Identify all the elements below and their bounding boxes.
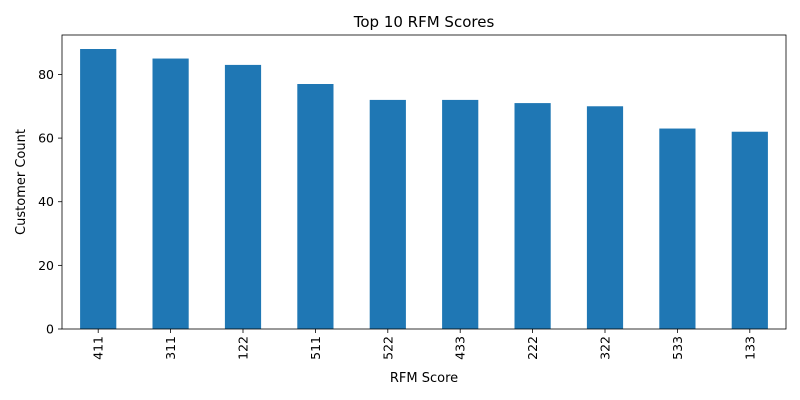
bar-133 — [731, 131, 768, 329]
y-axis-ticks: 0 20 40 60 80 — [38, 67, 62, 337]
x-tick-label-322: 322 — [598, 336, 613, 360]
x-tick-label-511: 511 — [308, 336, 323, 360]
bar-522 — [369, 99, 406, 329]
x-axis-label: RFM Score — [390, 371, 458, 386]
chart-title: Top 10 RFM Scores — [353, 13, 495, 31]
x-tick-label-533: 533 — [670, 336, 685, 360]
bar-311 — [152, 58, 189, 329]
bar-322 — [586, 106, 624, 329]
x-tick-label-122: 122 — [236, 336, 251, 360]
x-tick-label-311: 311 — [163, 336, 178, 360]
y-tick-label-40: 40 — [38, 194, 54, 209]
x-tick-label-522: 522 — [380, 336, 395, 360]
bar-433 — [442, 99, 479, 329]
plot-frame — [61, 34, 787, 330]
x-tick-label-433: 433 — [453, 336, 468, 360]
x-axis-ticks: 411 311 122 511 522 433 222 322 533 133 — [91, 329, 757, 360]
bar-122 — [224, 64, 262, 329]
bar-222 — [514, 103, 551, 329]
bars-group — [80, 49, 768, 329]
bar-533 — [659, 128, 696, 329]
x-tick-label-133: 133 — [742, 336, 757, 360]
y-tick-label-60: 60 — [38, 131, 54, 146]
x-tick-label-222: 222 — [525, 336, 540, 360]
y-tick-label-0: 0 — [46, 322, 54, 337]
y-tick-label-80: 80 — [38, 67, 54, 82]
bar-411 — [80, 49, 117, 329]
y-axis-label: Customer Count — [14, 129, 29, 235]
x-tick-label-411: 411 — [91, 336, 106, 360]
y-tick-label-20: 20 — [38, 258, 54, 273]
bar-511 — [297, 84, 334, 329]
